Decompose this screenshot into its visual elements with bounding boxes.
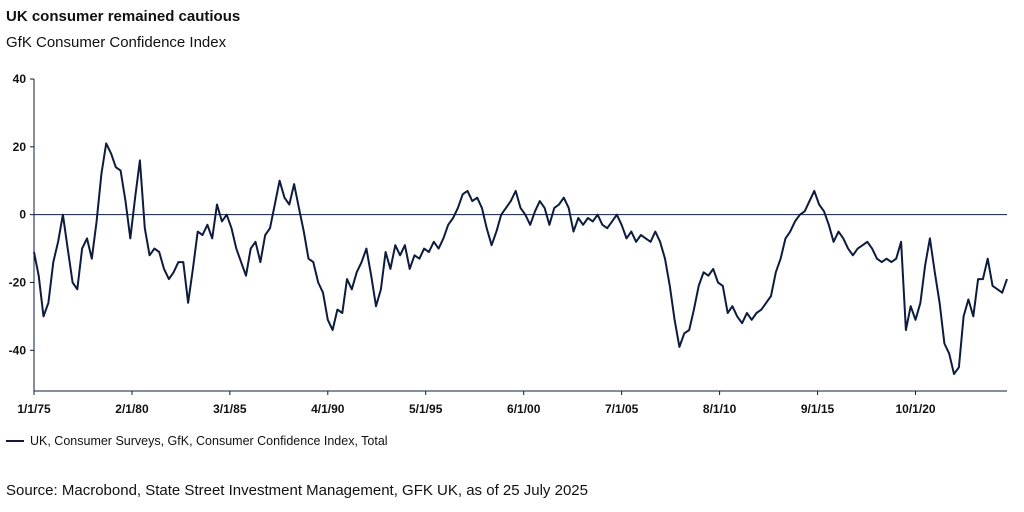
x-tick-label: 10/1/20 <box>896 402 936 416</box>
y-tick-label: 0 <box>19 208 26 222</box>
x-tick-label: 3/1/85 <box>213 402 247 416</box>
y-tick-label: -20 <box>9 275 27 289</box>
x-tick-label: 4/1/90 <box>311 402 345 416</box>
chart-subtitle: GfK Consumer Confidence Index <box>6 34 227 51</box>
legend-line-swatch <box>6 440 24 442</box>
series-line <box>33 142 1008 375</box>
y-tick-label: -40 <box>9 343 27 357</box>
y-tick-label: 40 <box>13 72 27 86</box>
x-tick-label: 8/1/10 <box>703 402 737 416</box>
x-tick-label: 6/1/00 <box>507 402 541 416</box>
legend: UK, Consumer Surveys, GfK, Consumer Conf… <box>6 434 388 448</box>
source-note: Source: Macrobond, State Street Investme… <box>6 482 588 499</box>
x-tick-label: 9/1/15 <box>801 402 835 416</box>
y-tick-label: 20 <box>13 140 27 154</box>
x-tick-label: 1/1/75 <box>17 402 51 416</box>
chart-title: UK consumer remained cautious <box>6 8 241 25</box>
x-tick-label: 5/1/95 <box>409 402 443 416</box>
x-tick-label: 7/1/05 <box>605 402 639 416</box>
x-tick-label: 2/1/80 <box>115 402 149 416</box>
legend-label: UK, Consumer Surveys, GfK, Consumer Conf… <box>30 434 388 448</box>
